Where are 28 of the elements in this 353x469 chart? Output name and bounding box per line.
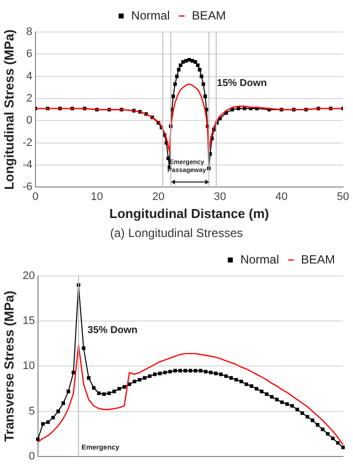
y-axis-title: Transverse Stress (MPa) — [1, 290, 16, 442]
legend-label: Normal — [131, 8, 170, 22]
x-tick-label: 10 — [90, 190, 104, 203]
x-tick-label: 40 — [275, 190, 288, 203]
x-tick-label: 20 — [152, 190, 165, 203]
x-tick-label: 50 — [336, 190, 350, 203]
y-tick-label: 0 — [28, 450, 35, 462]
legend-label: BEAM — [300, 252, 336, 266]
y-tick-label: 4 — [26, 70, 32, 82]
x-axis-title: Longitudinal Distance (m) — [109, 206, 270, 221]
y-tick-label: -2 — [22, 136, 32, 149]
annotation: 35% Down — [88, 324, 138, 336]
y-tick-label: 6 — [26, 48, 32, 60]
y-tick-label: 5 — [28, 405, 35, 418]
y-tick-label: 20 — [22, 270, 35, 282]
y-tick-label: 0 — [26, 114, 32, 127]
y-tick-label: 15 — [22, 315, 35, 328]
legend-label: Normal — [240, 252, 279, 266]
y-tick-label: 8 — [26, 26, 32, 38]
text: (a) Longitudinal Stresses — [109, 225, 244, 242]
y-axis-title: Longitudinal Stress (MPa) — [1, 29, 16, 190]
y-tick-label: 2 — [26, 92, 32, 105]
y-tick-label: 10 — [22, 360, 35, 372]
legend-label: BEAM — [192, 8, 226, 22]
x-tick-label: 30 — [214, 190, 226, 203]
y-tick-label: -4 — [22, 159, 32, 172]
annotation: 15% Down — [216, 78, 267, 89]
y-tick-label: -6 — [22, 181, 32, 194]
